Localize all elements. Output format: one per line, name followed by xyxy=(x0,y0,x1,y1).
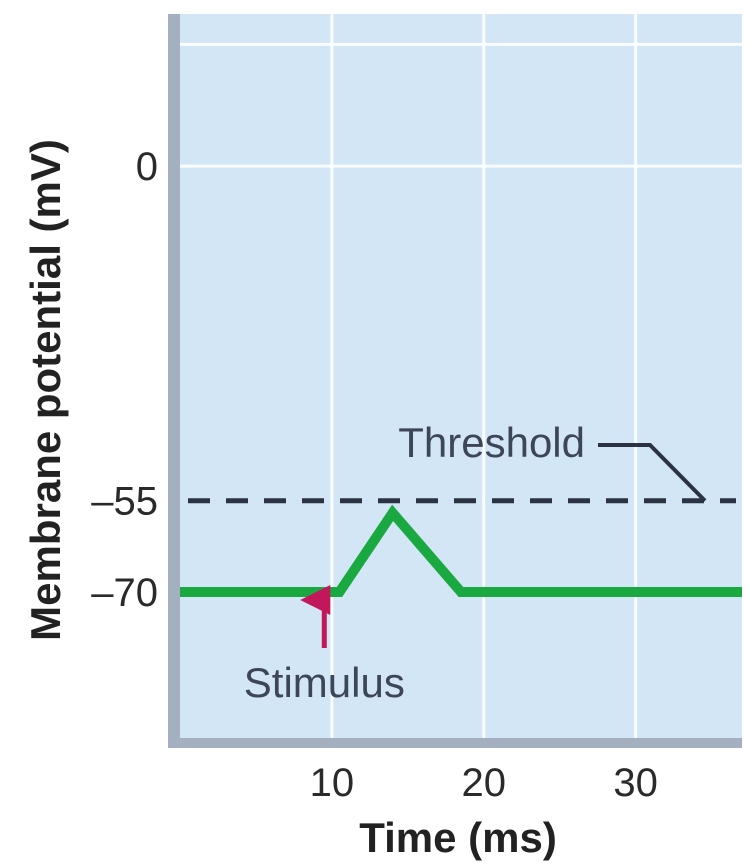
y-axis-title: Membrane potential (mV) xyxy=(22,139,69,641)
x-tick-label: 30 xyxy=(613,761,658,805)
plot-background xyxy=(180,14,742,738)
stimulus-label: Stimulus xyxy=(244,659,405,706)
x-axis-title: Time (ms) xyxy=(359,814,557,861)
y-tick-label: –55 xyxy=(91,480,158,524)
x-tick-label: 20 xyxy=(462,761,507,805)
threshold-label: Threshold xyxy=(398,419,585,466)
y-tick-label: –70 xyxy=(91,571,158,615)
x-tick-labels: 10 20 30 xyxy=(310,761,658,805)
y-tick-labels: 0 –55 –70 xyxy=(91,145,158,615)
threshold-leader-line xyxy=(598,443,707,503)
series-layer xyxy=(180,504,742,597)
membrane-potential-trace xyxy=(180,504,742,597)
plot-frame-bottom xyxy=(168,738,742,748)
gridlines xyxy=(180,14,742,738)
y-tick-label: 0 xyxy=(136,145,158,189)
x-tick-label: 10 xyxy=(310,761,355,805)
plot-frame-left xyxy=(168,14,180,748)
